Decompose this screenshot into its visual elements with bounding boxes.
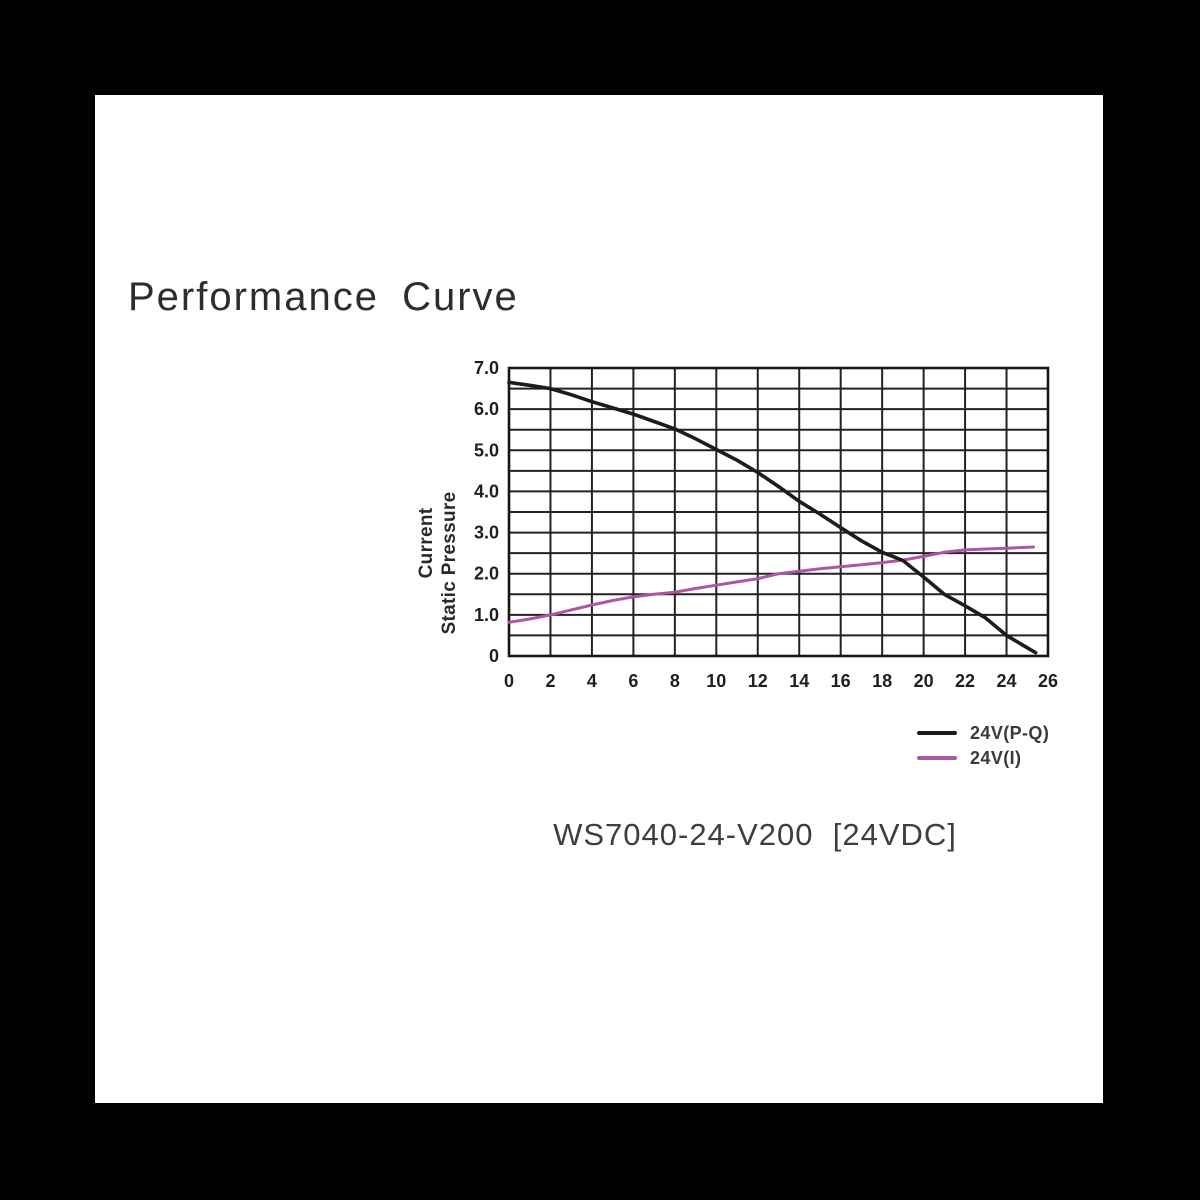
- y-tick-label: 2.0: [474, 564, 499, 584]
- page-title: Performance Curve: [128, 275, 519, 319]
- x-tick-label: 0: [504, 671, 514, 691]
- y-axis-title-line-2: Static Pressure: [439, 492, 460, 635]
- x-tick-label: 22: [955, 671, 975, 691]
- x-tick-label: 6: [628, 671, 638, 691]
- x-tick-label: 10: [706, 671, 726, 691]
- current-curve: [507, 545, 1035, 624]
- y-tick-label: 1.0: [474, 605, 499, 625]
- y-tick-label: 6.0: [474, 399, 499, 419]
- x-tick-label: 12: [748, 671, 768, 691]
- legend-item-current: 24V(I): [917, 747, 1049, 768]
- performance-chart: 0 2 4 6 8 10 12 14 16 18 20 22 24 2601.02.03.04.05.06…: [416, 358, 1058, 691]
- current-legend-swatch: [917, 755, 957, 760]
- legend: 24V(P-Q) 24V(I): [917, 722, 1049, 768]
- pq-legend-swatch: [917, 730, 957, 735]
- x-tick-label: 2: [545, 671, 555, 691]
- y-tick-label: 7.0: [474, 358, 499, 378]
- y-tick-label: 5.0: [474, 440, 499, 460]
- y-axis-title-line-1: Current: [416, 507, 437, 578]
- plot-border: [507, 366, 1050, 658]
- legend-item-pq: 24V(P-Q): [917, 722, 1049, 743]
- y-tick-label: 0: [489, 646, 499, 666]
- y-tick-label: 4.0: [474, 481, 499, 501]
- x-tick-label: 20: [914, 671, 934, 691]
- y-tick-label: 3.0: [474, 523, 499, 543]
- x-tick-label: 26: [1038, 671, 1058, 691]
- x-tick-label: 16: [831, 671, 851, 691]
- x-tick-label: 18: [872, 671, 892, 691]
- current-legend-label: 24V(I): [970, 747, 1022, 768]
- content-area: Performance Curve 0 2 4 6 8 10 12 14 16 18 20 22 24 2…: [95, 95, 1103, 1103]
- model-caption: WS7040-24-V200 [24VDC]: [553, 817, 957, 852]
- x-tick-label: 14: [789, 671, 809, 691]
- x-tick-label: 24: [997, 671, 1017, 691]
- pq-legend-label: 24V(P-Q): [970, 722, 1050, 743]
- x-tick-label: 8: [670, 671, 680, 691]
- pq-curve: [507, 380, 1038, 655]
- x-tick-label: 4: [587, 671, 597, 691]
